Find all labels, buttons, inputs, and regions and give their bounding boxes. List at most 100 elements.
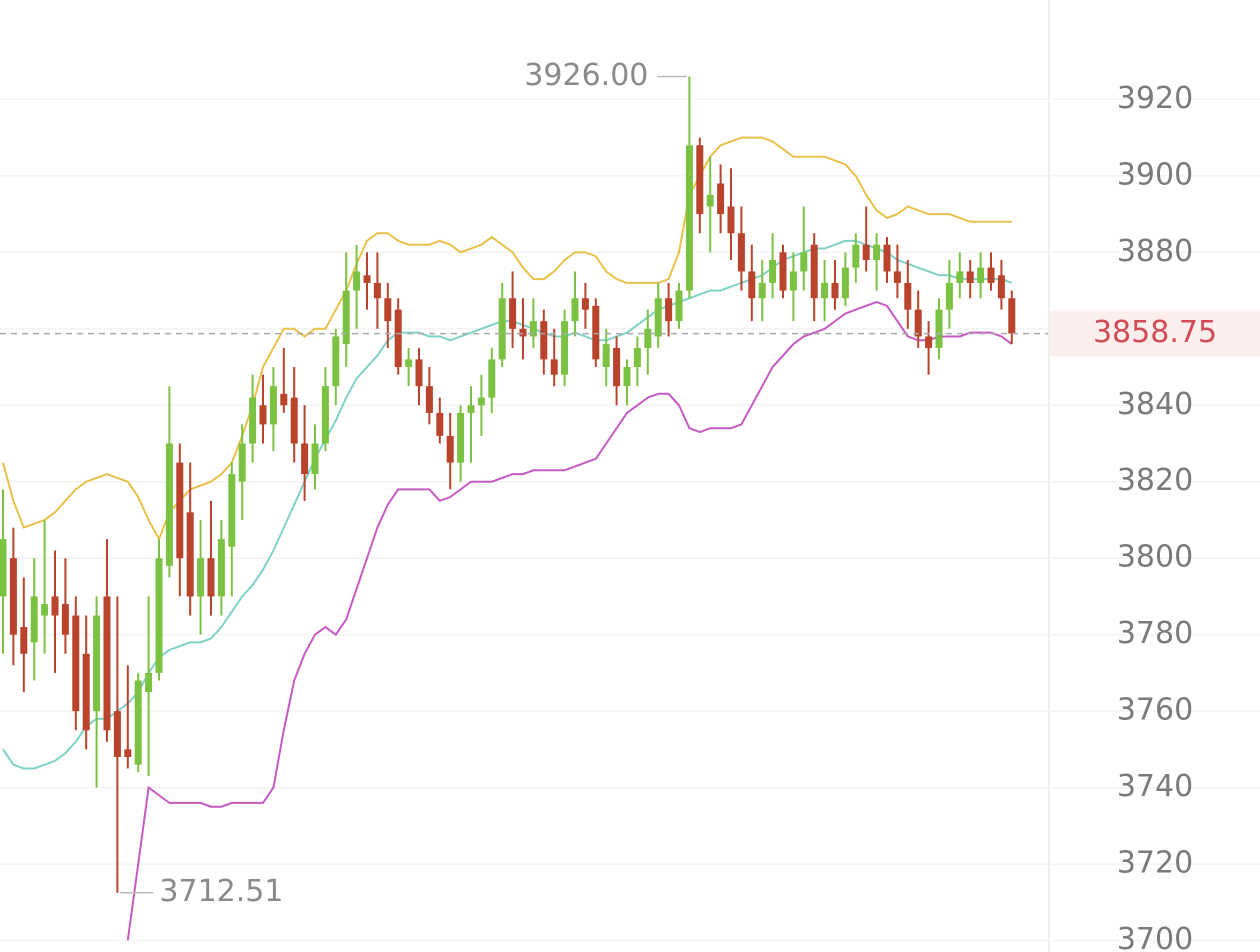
- candle-body: [176, 462, 184, 559]
- candle-body: [852, 244, 860, 268]
- plot-area: [0, 76, 1016, 941]
- y-tick-label: 3820: [1117, 463, 1193, 498]
- candle-body: [831, 282, 839, 299]
- candle-body: [945, 282, 953, 310]
- candle-body: [581, 298, 589, 310]
- candle-body: [675, 290, 683, 322]
- candle-body: [394, 309, 402, 368]
- candle-body: [425, 386, 433, 413]
- candle-body: [1008, 298, 1016, 334]
- candle-body: [862, 244, 870, 260]
- candle-body: [436, 412, 444, 436]
- candle-body: [519, 328, 527, 337]
- y-tick-label: 3720: [1117, 846, 1193, 881]
- y-tick-label: 3700: [1117, 922, 1193, 952]
- candle-body: [987, 267, 995, 283]
- candle-body: [353, 271, 361, 291]
- candle-body: [113, 711, 121, 758]
- candle-body: [405, 359, 413, 368]
- low-label: 3712.51: [159, 874, 283, 909]
- candle-body: [727, 206, 735, 234]
- candle-body: [800, 252, 808, 272]
- candle-body: [821, 282, 829, 299]
- candle-body: [145, 672, 153, 693]
- y-tick-label: 3840: [1117, 387, 1193, 422]
- candle-body: [124, 749, 132, 758]
- candle-body: [228, 474, 236, 547]
- candle-body: [457, 412, 465, 463]
- candle-body: [925, 336, 933, 348]
- candle-body: [997, 275, 1005, 299]
- candle-body: [488, 359, 496, 398]
- candle-body: [883, 244, 891, 272]
- candle-body: [529, 321, 537, 337]
- candle-body: [186, 512, 194, 597]
- y-tick-label: 3780: [1117, 616, 1193, 651]
- candle-body: [373, 282, 381, 299]
- candle-body: [61, 604, 69, 635]
- band-line: [2, 239, 1013, 770]
- y-tick-label: 3740: [1117, 769, 1193, 804]
- candle-body: [321, 386, 329, 444]
- candle-body: [165, 443, 173, 566]
- candle-body: [592, 305, 600, 360]
- candle-body: [956, 271, 964, 283]
- candle-body: [977, 267, 985, 283]
- high-label: 3926.00: [524, 58, 648, 93]
- candle-body: [30, 596, 38, 643]
- candle-body: [561, 321, 569, 375]
- candle-body: [467, 405, 475, 413]
- candle-body: [93, 615, 101, 712]
- candle-body: [769, 259, 777, 283]
- candle-body: [415, 359, 423, 387]
- candle-body: [134, 680, 142, 765]
- candle-body: [665, 298, 673, 322]
- candle-body: [269, 386, 277, 425]
- candle-body: [696, 145, 704, 215]
- candle-body: [571, 298, 579, 322]
- candle-body: [685, 145, 693, 291]
- candle-body: [644, 328, 652, 348]
- band-line: [126, 300, 1013, 941]
- y-tick-label: 3880: [1117, 234, 1193, 269]
- candle-body: [893, 271, 901, 283]
- candle-body: [758, 282, 766, 299]
- candle-body: [280, 393, 288, 406]
- candle-body: [737, 233, 745, 272]
- last-price-label: 3858.75: [1093, 315, 1217, 350]
- candle-body: [477, 397, 485, 406]
- y-tick-label: 3760: [1117, 693, 1193, 728]
- candle-body: [9, 558, 17, 635]
- candle-body: [20, 627, 28, 654]
- candle-body: [810, 244, 818, 299]
- candle-body: [301, 443, 309, 475]
- candle-body: [717, 183, 725, 215]
- candle-body: [914, 309, 922, 337]
- candle-body: [311, 443, 319, 475]
- candle-body: [0, 539, 7, 597]
- y-tick-label: 3900: [1117, 157, 1193, 192]
- candle-body: [873, 244, 881, 260]
- candle-body: [238, 443, 246, 482]
- candle-body: [841, 267, 849, 299]
- candle-body: [654, 298, 662, 337]
- candle-body: [207, 558, 215, 597]
- candle-body: [509, 298, 517, 329]
- candle-body: [550, 359, 558, 375]
- candle-body: [789, 271, 797, 291]
- candle-body: [51, 596, 59, 616]
- candle-body: [72, 615, 80, 712]
- candle-body: [41, 604, 49, 616]
- candle-body: [935, 309, 943, 348]
- candle-body: [498, 298, 506, 360]
- candle-body: [540, 321, 548, 360]
- candle-body: [197, 558, 205, 597]
- candle-body: [363, 275, 371, 283]
- y-tick-label: 3920: [1117, 81, 1193, 116]
- candle-body: [602, 344, 610, 368]
- candle-body: [342, 290, 350, 345]
- candle-body: [290, 397, 298, 444]
- candle-body: [633, 347, 641, 368]
